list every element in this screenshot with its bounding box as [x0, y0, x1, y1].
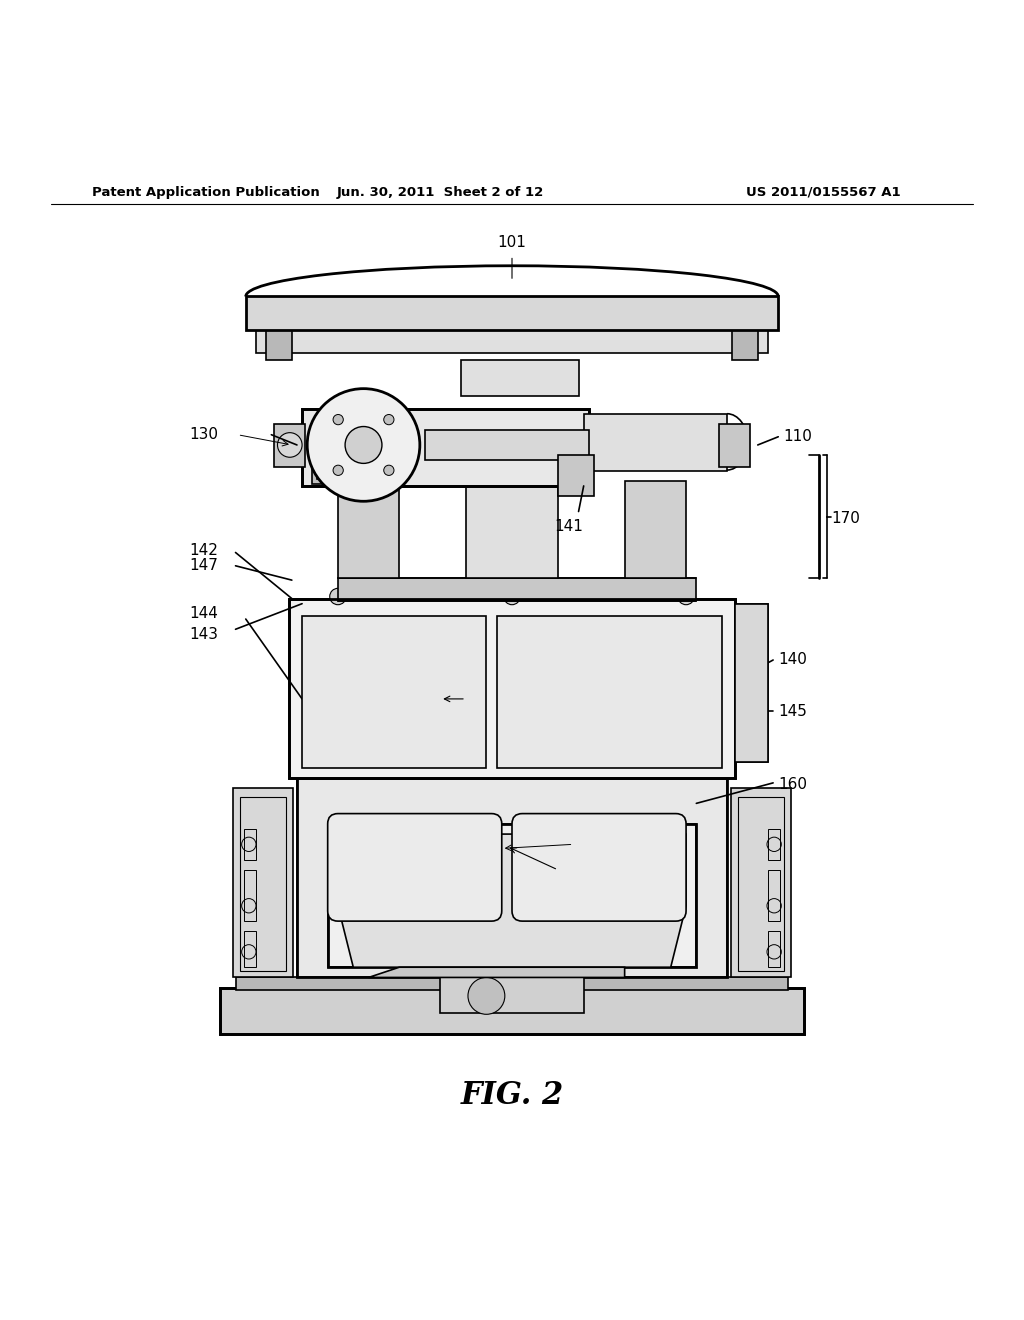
Bar [302, 409, 589, 486]
Bar [328, 824, 696, 968]
Bar [269, 347, 284, 358]
Text: Jun. 30, 2011  Sheet 2 of 12: Jun. 30, 2011 Sheet 2 of 12 [337, 186, 544, 198]
Bar [244, 870, 256, 921]
Bar [584, 414, 727, 470]
Bar [338, 578, 696, 601]
Bar [461, 360, 579, 396]
Circle shape [333, 465, 343, 475]
Text: 144: 144 [189, 606, 218, 622]
Bar [425, 429, 589, 461]
Circle shape [678, 589, 694, 605]
Text: 145: 145 [778, 704, 807, 718]
Bar [497, 616, 722, 767]
Circle shape [307, 388, 420, 502]
Text: 143: 143 [189, 627, 218, 642]
Text: 170: 170 [831, 511, 860, 527]
Bar [338, 480, 399, 578]
Bar [731, 788, 791, 977]
Bar [328, 824, 696, 968]
Bar [220, 987, 804, 1034]
Bar [768, 870, 780, 921]
Bar [289, 598, 735, 777]
Polygon shape [338, 834, 686, 968]
Text: Patent Application Publication: Patent Application Publication [92, 186, 319, 198]
Text: 110: 110 [783, 429, 812, 445]
Bar [261, 315, 763, 329]
Text: FIG. 2: FIG. 2 [461, 1080, 563, 1110]
Bar [302, 616, 486, 767]
FancyBboxPatch shape [328, 813, 502, 921]
Circle shape [504, 589, 520, 605]
Circle shape [278, 433, 302, 457]
Text: 147: 147 [189, 558, 218, 573]
Bar [719, 425, 750, 467]
Bar [240, 797, 286, 972]
Text: 141: 141 [554, 519, 583, 533]
Bar [732, 329, 758, 360]
Circle shape [333, 414, 343, 425]
Bar [233, 788, 293, 977]
FancyBboxPatch shape [512, 813, 686, 921]
Bar [768, 932, 780, 968]
Bar [236, 977, 788, 990]
Circle shape [330, 589, 346, 605]
Bar [256, 330, 768, 352]
Text: 160: 160 [778, 777, 807, 792]
Circle shape [468, 977, 505, 1014]
Text: 130: 130 [189, 428, 218, 442]
Bar [220, 987, 804, 1034]
Bar [740, 347, 755, 358]
Bar [625, 480, 686, 578]
Bar [244, 829, 256, 859]
Bar [317, 461, 343, 479]
Circle shape [345, 426, 382, 463]
Circle shape [384, 465, 394, 475]
Circle shape [384, 414, 394, 425]
Bar [768, 829, 780, 859]
Text: 101: 101 [498, 235, 526, 251]
Bar [558, 455, 594, 496]
Polygon shape [246, 297, 778, 330]
Circle shape [489, 946, 535, 991]
Bar [297, 777, 727, 977]
Bar [735, 603, 768, 763]
Text: 140: 140 [778, 652, 807, 668]
Bar [466, 480, 558, 578]
Bar [244, 932, 256, 968]
Bar [738, 797, 784, 972]
Bar [274, 425, 305, 467]
Bar [297, 777, 727, 977]
Bar [440, 973, 584, 1014]
Bar [302, 409, 589, 486]
Bar [266, 329, 292, 360]
Text: 142: 142 [189, 543, 218, 558]
Bar [735, 603, 768, 763]
Text: US 2011/0155567 A1: US 2011/0155567 A1 [746, 186, 901, 198]
Polygon shape [369, 968, 625, 977]
Bar [312, 453, 351, 484]
Bar [289, 598, 735, 777]
